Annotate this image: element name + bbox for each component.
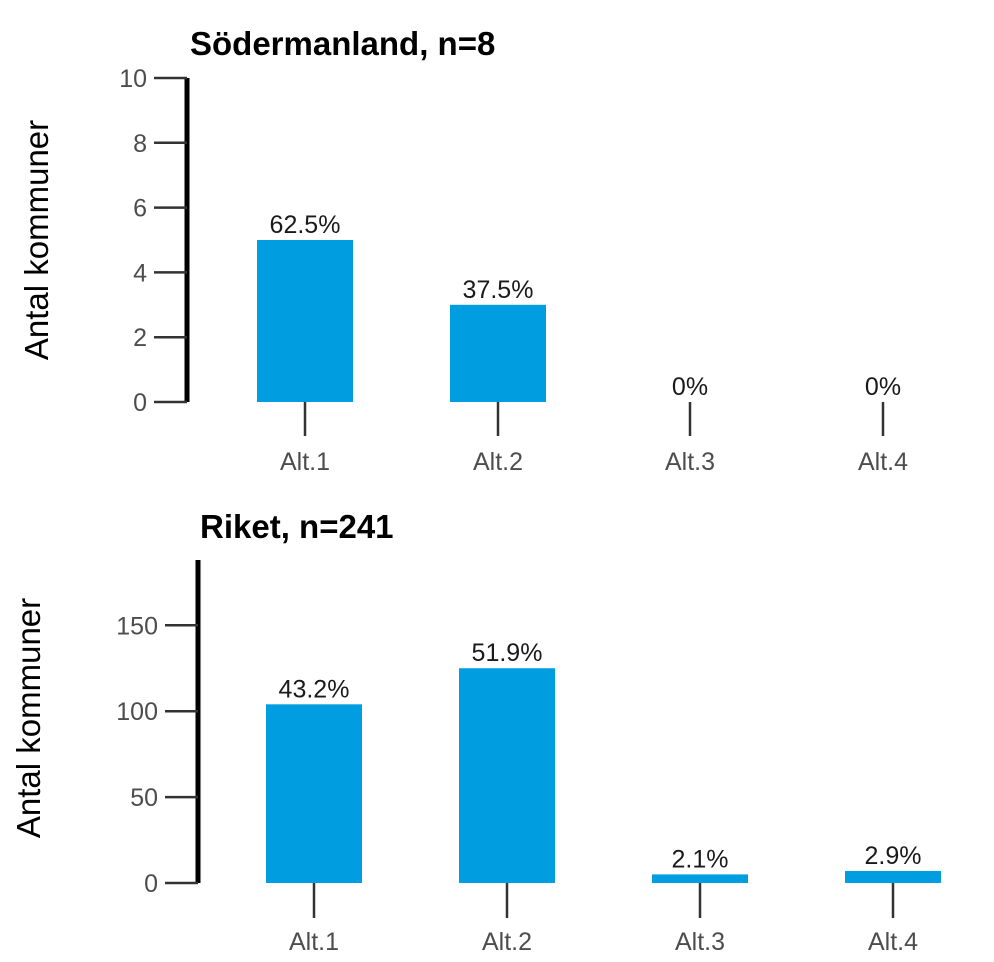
y-axis-label: Antal kommuner (18, 120, 55, 360)
y-tick-label: 100 (116, 698, 158, 726)
bar-alt2 (459, 668, 555, 883)
y-tick-label: 10 (119, 65, 147, 93)
chart-sodermanland: Södermanland, n=8 Antal kommuner 0 2 4 6 8 10 62… (18, 25, 908, 476)
data-label: 62.5% (270, 211, 341, 239)
x-tick-label: Alt.1 (289, 928, 339, 956)
x-tick-label: Alt.3 (665, 448, 715, 476)
y-tick-label: 0 (144, 870, 158, 898)
y-tick-label: 150 (116, 612, 158, 640)
x-tick-label: Alt.2 (482, 928, 532, 956)
data-label: 0% (865, 373, 901, 401)
data-label: 2.1% (672, 845, 729, 873)
y-tick-label: 0 (133, 389, 147, 417)
bar-alt1 (266, 704, 362, 883)
y-tick-label: 8 (133, 130, 147, 158)
data-label: 2.9% (865, 842, 922, 870)
chart-title: Riket, n=241 (200, 508, 394, 545)
x-tick-label: Alt.1 (280, 448, 330, 476)
y-tick-label: 4 (133, 259, 147, 287)
data-label: 0% (672, 373, 708, 401)
y-axis-label: Antal kommuner (10, 598, 47, 838)
chart-riket: Riket, n=241 Antal kommuner 0 50 100 150 43.2%… (10, 508, 941, 956)
data-label: 37.5% (463, 276, 534, 304)
x-tick-label: Alt.3 (675, 928, 725, 956)
x-tick-label: Alt.4 (868, 928, 918, 956)
y-tick-label: 2 (133, 324, 147, 352)
bar-alt1 (257, 240, 353, 402)
data-label: 51.9% (472, 639, 543, 667)
x-tick-label: Alt.2 (473, 448, 523, 476)
bar-alt3 (652, 874, 748, 883)
x-tick-label: Alt.4 (858, 448, 908, 476)
y-tick-label: 6 (133, 195, 147, 223)
data-label: 43.2% (279, 675, 350, 703)
chart-title: Södermanland, n=8 (190, 25, 495, 62)
bar-alt2 (450, 304, 546, 402)
y-tick-label: 50 (130, 784, 158, 812)
bar-alt4 (845, 870, 941, 883)
